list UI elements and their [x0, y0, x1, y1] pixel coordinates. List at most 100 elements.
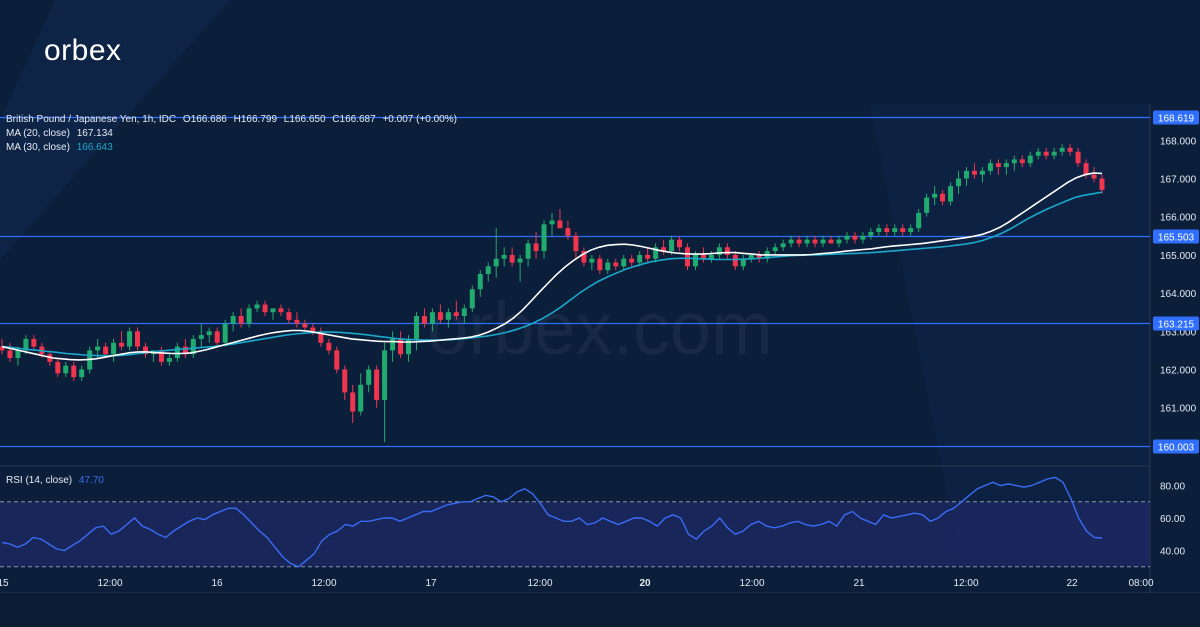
candle	[1091, 167, 1097, 183]
ma30-line	[1, 191, 1103, 357]
candle-body	[390, 338, 396, 351]
candle-body	[55, 361, 61, 374]
candle-body	[190, 338, 196, 355]
candle	[413, 312, 419, 351]
open-label: O	[182, 114, 191, 125]
candle	[214, 327, 220, 347]
candle	[1075, 147, 1081, 168]
candle-body	[581, 251, 587, 263]
footer-band	[0, 593, 1200, 627]
candle-body	[1003, 163, 1009, 168]
candle-body	[334, 350, 340, 370]
candle-body	[198, 335, 204, 339]
candle	[549, 212, 555, 236]
candle-body	[685, 247, 691, 267]
candle-body	[429, 312, 435, 324]
time-tick-label: 12:00	[311, 578, 336, 589]
symbol-legend: British Pound / Japanese Yen, 1h, IDC O1…	[6, 114, 457, 125]
candle	[206, 327, 212, 343]
candle-body	[246, 308, 252, 324]
candle-body	[716, 247, 722, 255]
candle	[1051, 147, 1057, 160]
candle-body	[135, 331, 141, 347]
candle	[119, 331, 125, 351]
rsi-legend: RSI (14, close) 47.70	[6, 475, 104, 486]
level-label: 168.619	[1158, 114, 1195, 125]
candle-body	[222, 323, 228, 343]
candle-body	[661, 247, 667, 252]
candle	[366, 365, 372, 393]
candle	[1083, 159, 1089, 179]
candle	[876, 224, 882, 236]
candle-body	[119, 342, 125, 347]
candle	[860, 231, 866, 244]
candle	[645, 247, 651, 263]
candle	[127, 327, 133, 351]
candle-body	[366, 369, 372, 385]
candle-body	[302, 323, 308, 328]
candle	[358, 373, 364, 416]
candle-body	[382, 350, 388, 401]
candle-body	[613, 262, 619, 267]
candle	[844, 231, 850, 244]
candle-body	[756, 254, 762, 259]
candle-body	[796, 239, 802, 244]
candle-body	[166, 358, 172, 362]
candle-body	[597, 258, 603, 271]
candle-body	[1019, 159, 1025, 164]
rsi-pane: 40.00 60.00 80.00	[0, 476, 1185, 568]
candle-body	[525, 243, 531, 259]
candle	[995, 159, 1001, 175]
candle-body	[748, 254, 754, 259]
candle-body	[406, 338, 412, 355]
candle	[525, 239, 531, 267]
candle	[437, 304, 443, 324]
candle	[916, 209, 922, 232]
candle	[629, 254, 635, 267]
candle-body	[103, 346, 109, 355]
candle	[382, 342, 388, 443]
candle-body	[987, 163, 993, 171]
candle-body	[940, 193, 946, 202]
ma20-value: 167.134	[76, 128, 113, 139]
candle-body	[772, 247, 778, 252]
candle-body	[270, 308, 276, 313]
candle-body	[669, 239, 675, 252]
price-tick-label: 163.000	[1160, 327, 1197, 338]
candle	[956, 170, 962, 194]
rsi-line	[1, 476, 1103, 568]
candle	[493, 228, 499, 278]
candle-body	[637, 254, 643, 263]
candle-body	[127, 331, 133, 347]
candle	[222, 319, 228, 347]
candle-body	[963, 170, 969, 179]
time-tick-label: 16	[211, 578, 223, 589]
candle-body	[804, 239, 810, 244]
open-value: 166.686	[190, 114, 227, 125]
candle	[477, 270, 483, 297]
candle-body	[979, 170, 985, 175]
candle	[445, 308, 451, 328]
ma30-label: MA (30, close)	[6, 142, 70, 153]
candle	[948, 182, 954, 206]
candle-body	[892, 228, 898, 232]
candle	[796, 235, 802, 248]
candle-body	[485, 266, 491, 274]
candle	[342, 365, 348, 401]
level-label-bg	[1153, 110, 1199, 125]
candle	[262, 300, 268, 317]
candle	[852, 231, 858, 244]
candle-body	[71, 365, 77, 378]
candle-body	[876, 228, 882, 232]
candle	[142, 342, 148, 359]
candle-body	[350, 392, 356, 412]
candle-body	[677, 239, 683, 248]
candle-body	[254, 304, 260, 309]
price-axis-ticks: 160.000161.000162.000163.000164.000165.0…	[1160, 136, 1197, 453]
candle-body	[908, 228, 914, 232]
candle-body	[645, 254, 651, 259]
candles	[0, 144, 1105, 443]
candle	[63, 361, 69, 378]
candle-body	[1091, 174, 1097, 179]
